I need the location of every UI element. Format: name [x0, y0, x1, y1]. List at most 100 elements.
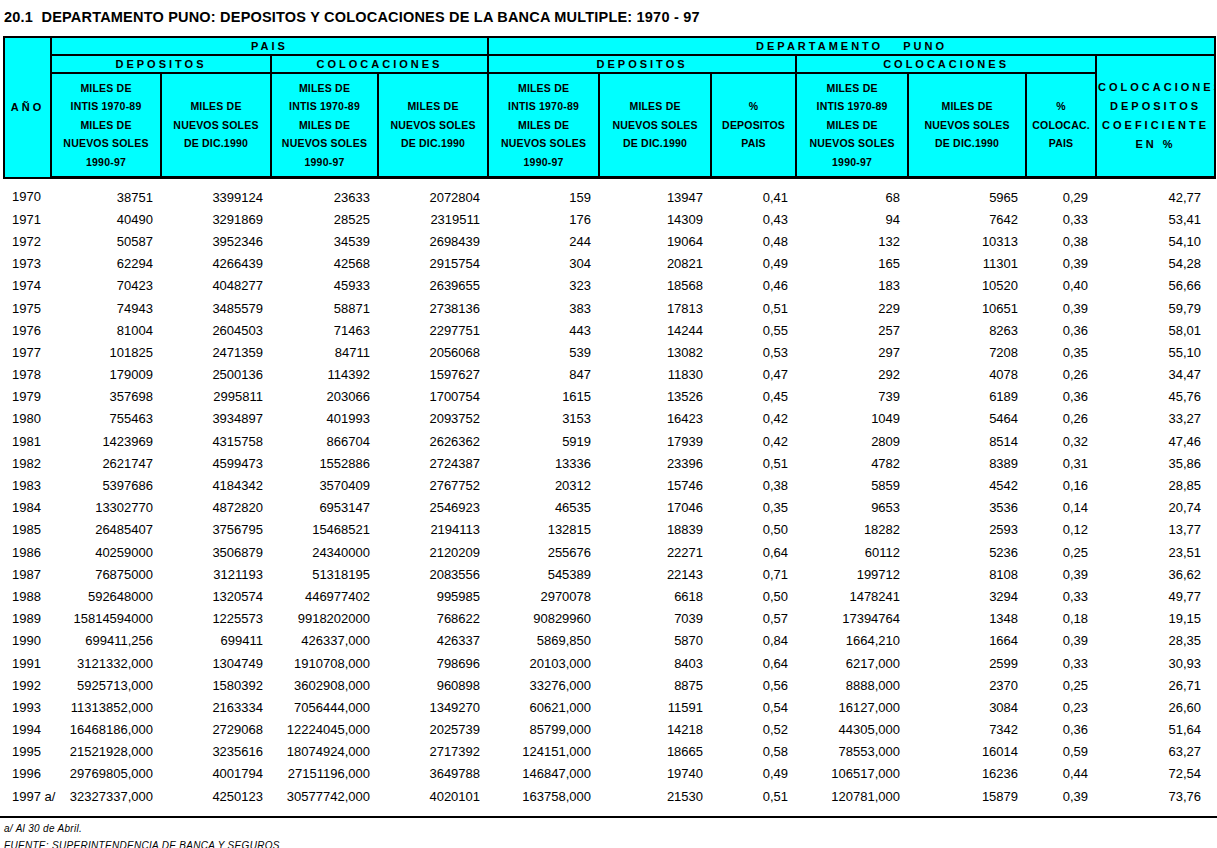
value-cell: 0,58 [711, 741, 796, 763]
value-cell: 5965 [908, 178, 1026, 209]
value-cell: 0,29 [1026, 178, 1096, 209]
value-cell: 4782 [796, 452, 908, 474]
value-cell: 2072804 [378, 178, 488, 209]
value-cell: 34539 [271, 230, 378, 252]
value-cell: 0,25 [1026, 674, 1096, 696]
value-cell: 0,56 [711, 674, 796, 696]
value-cell: 0,39 [1026, 630, 1096, 652]
value-cell: 4315758 [161, 430, 271, 452]
table-row: 1997 a/32327337,000425012330577742,00040… [4, 785, 1215, 807]
value-cell: 3506879 [161, 541, 271, 563]
value-cell: 3570409 [271, 474, 378, 496]
value-cell: 0,42 [711, 430, 796, 452]
value-cell: 36,62 [1096, 563, 1215, 585]
col-header-pct-colocac-pais: % COLOCAC. PAIS [1026, 73, 1096, 178]
value-cell: 3291869 [161, 208, 271, 230]
value-cell: 545389 [488, 563, 599, 585]
value-cell: 26,60 [1096, 696, 1215, 718]
value-cell: 16423 [599, 408, 711, 430]
value-cell: 51,64 [1096, 719, 1215, 741]
value-cell: 14218 [599, 719, 711, 741]
value-cell: 0,25 [1026, 541, 1096, 563]
year-cell: 1984 [4, 497, 51, 519]
value-cell: 229 [796, 297, 908, 319]
value-cell: 5870 [599, 630, 711, 652]
value-cell: 6217,000 [796, 652, 908, 674]
value-cell: 1597627 [378, 364, 488, 386]
table-row: 1970387513399124236332072804159139470,41… [4, 178, 1215, 209]
value-cell: 1225573 [161, 608, 271, 630]
value-cell: 426337,000 [271, 630, 378, 652]
value-cell: 592648000 [51, 585, 161, 607]
value-cell: 446977402 [271, 585, 378, 607]
value-cell: 15468521 [271, 519, 378, 541]
value-cell: 2604503 [161, 319, 271, 341]
year-cell: 1985 [4, 519, 51, 541]
value-cell: 2621747 [51, 452, 161, 474]
table-row: 1972505873952346345392698439244190640,48… [4, 230, 1215, 252]
value-cell: 0,42 [711, 408, 796, 430]
footnote-divider [0, 816, 1217, 818]
table-row: 1986402590003506879243400002120209255676… [4, 541, 1215, 563]
value-cell: 0,53 [711, 341, 796, 363]
value-cell: 2083556 [378, 563, 488, 585]
value-cell: 13,77 [1096, 519, 1215, 541]
value-cell: 10651 [908, 297, 1026, 319]
value-cell: 3602908,000 [271, 674, 378, 696]
value-cell: 0,33 [1026, 652, 1096, 674]
value-cell: 5464 [908, 408, 1026, 430]
table-row: 1988592648000132057444697740299598529700… [4, 585, 1215, 607]
value-cell: 4078 [908, 364, 1026, 386]
value-cell: 12224045,000 [271, 719, 378, 741]
value-cell: 51318195 [271, 563, 378, 585]
value-cell: 0,50 [711, 585, 796, 607]
value-cell: 0,36 [1026, 386, 1096, 408]
value-cell: 1478241 [796, 585, 908, 607]
value-cell: 56,66 [1096, 275, 1215, 297]
year-cell: 1993 [4, 696, 51, 718]
value-cell: 0,51 [711, 785, 796, 807]
year-cell: 1978 [4, 364, 51, 386]
page-title: 20.1 DEPARTAMENTO PUNO: DEPOSITOS Y COLO… [0, 0, 1217, 25]
value-cell: 2370 [908, 674, 1026, 696]
col-header-pais-dep-intis: MILES DE INTIS 1970-89 MILES DE NUEVOS S… [51, 73, 161, 178]
value-cell: 5925713,000 [51, 674, 161, 696]
value-cell: 40490 [51, 208, 161, 230]
value-cell: 159 [488, 178, 599, 209]
value-cell: 0,44 [1026, 763, 1096, 785]
table-row: 1974704234048277459332639655323185680,46… [4, 275, 1215, 297]
table-row: 1979357698299581120306617007541615135260… [4, 386, 1215, 408]
value-cell: 106517,000 [796, 763, 908, 785]
year-cell: 1975 [4, 297, 51, 319]
value-cell: 0,33 [1026, 208, 1096, 230]
value-cell: 11591 [599, 696, 711, 718]
deposits-loans-table: AÑO PAIS DEPARTAMENTO PUNO DEPOSITOS COL… [3, 36, 1216, 807]
value-cell: 0,64 [711, 652, 796, 674]
value-cell: 0,38 [711, 474, 796, 496]
value-cell: 13302770 [51, 497, 161, 519]
value-cell: 0,51 [711, 297, 796, 319]
table-row: 1973622944266439425682915754304208210,49… [4, 253, 1215, 275]
value-cell: 1615 [488, 386, 599, 408]
value-cell: 2767752 [378, 474, 488, 496]
year-cell: 1991 [4, 652, 51, 674]
value-cell: 0,84 [711, 630, 796, 652]
footnote-note: a/ Al 30 de Abril. [0, 818, 1217, 835]
value-cell: 2319511 [378, 208, 488, 230]
year-cell: 1997 a/ [4, 785, 51, 807]
value-cell: 0,39 [1026, 297, 1096, 319]
value-cell: 739 [796, 386, 908, 408]
value-cell: 84711 [271, 341, 378, 363]
value-cell: 29769805,000 [51, 763, 161, 785]
value-cell: 297 [796, 341, 908, 363]
value-cell: 11313852,000 [51, 696, 161, 718]
subgroup-pais-colocaciones: COLOCACIONES [271, 55, 488, 73]
value-cell: 1664,210 [796, 630, 908, 652]
value-cell: 13082 [599, 341, 711, 363]
year-cell: 1983 [4, 474, 51, 496]
col-header-puno-dep-soles: MILES DE NUEVOS SOLES DE DIC.1990 [599, 73, 711, 178]
value-cell: 3649788 [378, 763, 488, 785]
value-cell: 17813 [599, 297, 711, 319]
value-cell: 7342 [908, 719, 1026, 741]
value-cell: 18282 [796, 519, 908, 541]
